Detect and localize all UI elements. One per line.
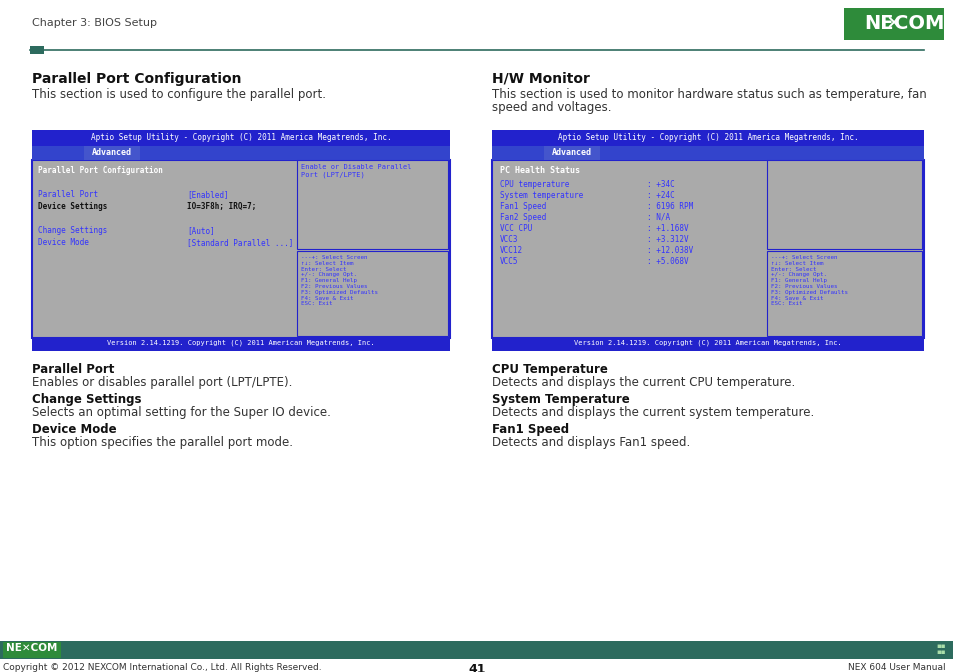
Text: Version 2.14.1219. Copyright (C) 2011 American Megatrends, Inc.: Version 2.14.1219. Copyright (C) 2011 Am… [574, 340, 841, 347]
Bar [3, 642, 61, 658]
Text: Detects and displays Fan1 speed.: Detects and displays Fan1 speed. [492, 436, 690, 449]
Text: H/W Monitor: H/W Monitor [492, 72, 589, 86]
Text: System temperature: System temperature [499, 191, 582, 200]
Text: ▪▪
▪▪: ▪▪ ▪▪ [936, 643, 945, 655]
Bar [84, 146, 140, 160]
Text: COM: COM [893, 14, 943, 33]
Bar [296, 160, 448, 249]
Text: Selects an optimal setting for the Super IO device.: Selects an optimal setting for the Super… [32, 406, 331, 419]
Text: [Enabled]: [Enabled] [187, 190, 229, 199]
Text: : +34C: : +34C [646, 180, 674, 189]
Text: CPU Temperature: CPU Temperature [492, 363, 607, 376]
Text: Advanced: Advanced [552, 148, 592, 157]
Text: : +24C: : +24C [646, 191, 674, 200]
Text: Change Settings: Change Settings [38, 226, 108, 235]
Bar [296, 251, 448, 336]
Bar [32, 338, 450, 351]
Text: Chapter 3: BIOS Setup: Chapter 3: BIOS Setup [32, 18, 157, 28]
Text: : 6196 RPM: : 6196 RPM [646, 202, 693, 211]
Text: VCC3: VCC3 [499, 235, 518, 244]
Bar [543, 146, 599, 160]
Text: NE: NE [863, 14, 893, 33]
Bar [492, 130, 923, 146]
Bar [492, 338, 923, 351]
Text: Device Settings: Device Settings [38, 202, 108, 211]
Text: Enables or disables parallel port (LPT/LPTE).: Enables or disables parallel port (LPT/L… [32, 376, 292, 389]
Text: NEX 604 User Manual: NEX 604 User Manual [847, 663, 945, 672]
Text: This option specifies the parallel port mode.: This option specifies the parallel port … [32, 436, 293, 449]
Bar [32, 146, 450, 160]
Text: 41: 41 [468, 663, 485, 672]
Bar [32, 130, 450, 146]
Text: Device Mode: Device Mode [38, 238, 89, 247]
Text: Enable or Disable Parallel
Port (LPT/LPTE): Enable or Disable Parallel Port (LPT/LPT… [301, 164, 411, 177]
Text: Parallel Port Configuration: Parallel Port Configuration [32, 72, 241, 86]
Text: ---+: Select Screen
↑↓: Select Item
Enter: Select
+/-: Change Opt.
F1: General H: ---+: Select Screen ↑↓: Select Item Ente… [770, 255, 847, 306]
Text: Advanced: Advanced [91, 148, 132, 157]
Text: speed and voltages.: speed and voltages. [492, 101, 611, 114]
Bar [766, 251, 921, 336]
Text: System Temperature: System Temperature [492, 393, 629, 406]
Text: Copyright © 2012 NEXCOM International Co., Ltd. All Rights Reserved.: Copyright © 2012 NEXCOM International Co… [3, 663, 321, 672]
Text: CPU temperature: CPU temperature [499, 180, 569, 189]
Text: : +1.168V: : +1.168V [646, 224, 688, 233]
Text: NE✕COM: NE✕COM [7, 643, 57, 653]
Text: Parallel Port: Parallel Port [38, 190, 98, 199]
Bar [492, 160, 923, 338]
Text: ✕: ✕ [885, 14, 902, 33]
Text: Parallel Port: Parallel Port [32, 363, 114, 376]
Text: Aptio Setup Utility - Copyright (C) 2011 America Megatrends, Inc.: Aptio Setup Utility - Copyright (C) 2011… [558, 133, 858, 142]
Text: : +3.312V: : +3.312V [646, 235, 688, 244]
Text: VCC CPU: VCC CPU [499, 224, 532, 233]
Text: : +12.038V: : +12.038V [646, 246, 693, 255]
Text: Fan1 Speed: Fan1 Speed [499, 202, 546, 211]
Text: Version 2.14.1219. Copyright (C) 2011 American Megatrends, Inc.: Version 2.14.1219. Copyright (C) 2011 Am… [107, 340, 375, 347]
Text: Detects and displays the current system temperature.: Detects and displays the current system … [492, 406, 814, 419]
Text: This section is used to monitor hardware status such as temperature, fan: This section is used to monitor hardware… [492, 88, 925, 101]
Text: : +5.068V: : +5.068V [646, 257, 688, 266]
Text: VCC12: VCC12 [499, 246, 522, 255]
Text: Fan1 Speed: Fan1 Speed [492, 423, 569, 436]
Bar [0, 641, 953, 659]
Text: ---+: Select Screen
↑↓: Select Item
Enter: Select
+/-: Change Opt.
F1: General H: ---+: Select Screen ↑↓: Select Item Ente… [301, 255, 377, 306]
Text: Fan2 Speed: Fan2 Speed [499, 213, 546, 222]
Text: [Auto]: [Auto] [187, 226, 214, 235]
Bar [32, 160, 450, 338]
Text: Change Settings: Change Settings [32, 393, 141, 406]
Text: PC Health Status: PC Health Status [499, 166, 579, 175]
Text: Aptio Setup Utility - Copyright (C) 2011 America Megatrends, Inc.: Aptio Setup Utility - Copyright (C) 2011… [91, 133, 391, 142]
Text: Device Mode: Device Mode [32, 423, 116, 436]
Text: VCC5: VCC5 [499, 257, 518, 266]
Text: Parallel Port Configuration: Parallel Port Configuration [38, 166, 163, 175]
Text: This section is used to configure the parallel port.: This section is used to configure the pa… [32, 88, 326, 101]
Text: [Standard Parallel ...]: [Standard Parallel ...] [187, 238, 294, 247]
Text: : N/A: : N/A [646, 213, 669, 222]
Bar [30, 46, 44, 54]
Bar [766, 160, 921, 249]
Text: Detects and displays the current CPU temperature.: Detects and displays the current CPU tem… [492, 376, 795, 389]
Text: IO=3F8h; IRQ=7;: IO=3F8h; IRQ=7; [187, 202, 256, 211]
Bar [492, 146, 923, 160]
Bar [843, 8, 943, 40]
